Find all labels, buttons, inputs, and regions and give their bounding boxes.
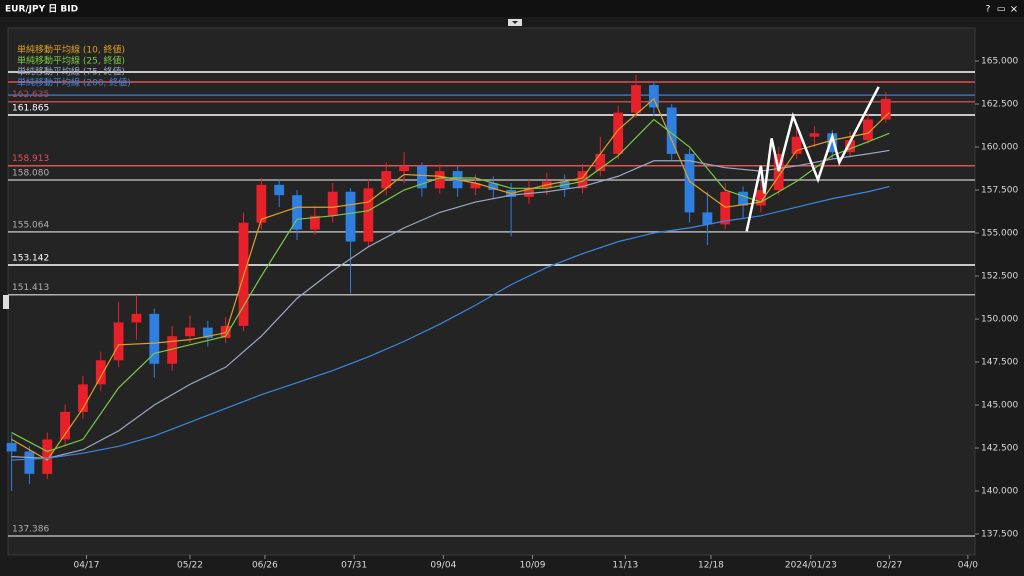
candle-body (524, 188, 534, 197)
candle-body (755, 190, 766, 206)
help-button[interactable]: ? (986, 5, 991, 15)
candle-body (256, 184, 267, 223)
toggle-arrow (512, 21, 518, 24)
candle-body (95, 360, 106, 385)
candle-body (417, 165, 427, 189)
y-tick-label: 145.000 (981, 401, 1018, 411)
y-tick-label: 142.500 (981, 444, 1018, 454)
candle-body (60, 411, 70, 440)
x-tick-label: 11/13 (612, 561, 638, 571)
candle-body (613, 112, 624, 154)
side-toggle[interactable] (3, 295, 9, 309)
moving-average-line (11, 185, 890, 461)
candle-body (274, 184, 285, 196)
x-tick-label: 05/22 (177, 561, 203, 571)
legend-entry: 単純移動平均線 (25, 終値) (17, 55, 125, 67)
plot: 137.500 140.000 142.500 145.000 147.500 150.0… (6, 44, 1018, 571)
y-tick-label: 165.000 (981, 57, 1018, 67)
price-level-label: 137.386 (12, 524, 49, 534)
candle-body (345, 191, 356, 242)
moving-average-line (11, 97, 890, 461)
x-tick-label: 04/17 (74, 561, 100, 571)
candle-body (363, 188, 374, 242)
y-tick-label: 150.000 (981, 315, 1018, 325)
y-tick-label: 152.500 (981, 272, 1018, 282)
candle-body (880, 98, 891, 120)
candle-body (434, 171, 445, 189)
legend-entry: 単純移動平均線 (10, 終値) (17, 44, 125, 56)
candle-body (185, 327, 195, 337)
price-level-label: 151.413 (12, 283, 49, 293)
y-tick-label: 160.000 (981, 143, 1018, 153)
candle-body (24, 451, 35, 474)
y-tick-label: 137.500 (981, 530, 1018, 540)
price-level-label: 158.913 (12, 154, 49, 164)
price-level-label: 153.142 (12, 253, 49, 263)
x-tick-label: 07/31 (341, 561, 367, 571)
price-level-label: 161.865 (12, 103, 49, 113)
y-tick-label: 162.500 (981, 100, 1018, 110)
maximize-button[interactable]: ▭ (997, 5, 1006, 15)
x-tick-label: 09/04 (430, 561, 456, 571)
candle-body (577, 171, 588, 189)
candle-body (666, 107, 677, 154)
candle-body (149, 313, 160, 364)
price-level-label: 158.080 (12, 169, 49, 179)
candle-body (773, 153, 784, 191)
candle-body (113, 322, 124, 361)
y-tick-label: 155.000 (981, 229, 1018, 239)
candle-body (78, 384, 88, 412)
candle-body (845, 140, 856, 153)
close-button[interactable]: × (1010, 4, 1018, 15)
candle-body (131, 313, 142, 323)
x-tick-label: 04/0 (958, 561, 978, 571)
x-tick-label: 12/18 (698, 561, 724, 571)
x-tick-label: 2024/01/23 (785, 561, 837, 571)
window-title: EUR/JPY 日 BID (5, 4, 78, 15)
title-bar (0, 0, 1024, 17)
y-tick-label: 157.500 (981, 186, 1018, 196)
candle-body (720, 191, 731, 225)
candle-body (202, 327, 213, 338)
candle-body (6, 442, 17, 452)
candle-body (684, 153, 695, 213)
candle-body (42, 439, 53, 474)
candle-body (167, 336, 178, 364)
candle-body (309, 215, 320, 230)
candle-body (827, 133, 838, 153)
x-tick-label: 06/26 (252, 561, 278, 571)
plot-area (7, 27, 976, 556)
trend-drawing (745, 86, 880, 232)
candle-body (863, 119, 873, 141)
price-level-label: 155.064 (12, 220, 49, 230)
candle-body (488, 183, 499, 191)
candle-body (738, 191, 748, 206)
price-level-label: 162.635 (12, 90, 49, 100)
moving-average-line (11, 118, 890, 453)
candle-body (381, 171, 392, 189)
candle-body (702, 212, 713, 225)
legend-entry: 単純移動平均線 (75, 終値) (17, 66, 125, 78)
candle-body (809, 133, 820, 137)
x-tick-label: 02/27 (876, 561, 902, 571)
y-tick-label: 147.500 (981, 358, 1018, 368)
candle-body (292, 195, 302, 230)
candle-body (327, 191, 338, 216)
legend-entry: 単純移動平均線 (200, 終値) (17, 77, 131, 89)
x-tick-label: 10/09 (520, 561, 546, 571)
moving-average-line (11, 149, 890, 459)
candle-body (399, 165, 409, 172)
candle-body (791, 136, 802, 154)
candle-body (470, 183, 481, 189)
candle-body (648, 85, 659, 108)
candle-body (595, 153, 606, 172)
candle-body (631, 85, 641, 113)
y-tick-label: 140.000 (981, 487, 1018, 497)
